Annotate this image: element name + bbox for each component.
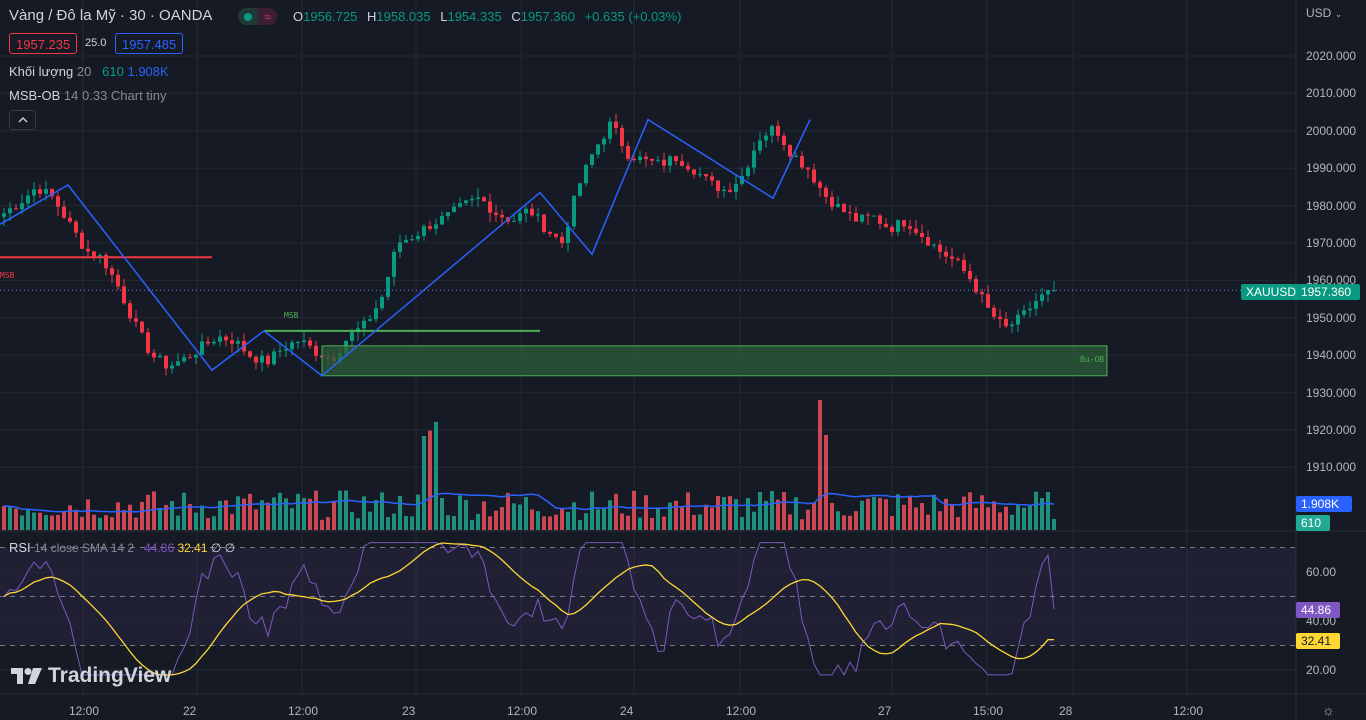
settings-icon[interactable]: ☼ [1322, 702, 1335, 718]
volume-ma-tag: 1.908K [1296, 496, 1352, 512]
ohlc-values: O1956.725 H1958.035 L1954.335 C1957.360 … [293, 9, 682, 24]
change-value: +0.635 (+0.03%) [584, 9, 682, 24]
price-tick: 2020.000 [1306, 49, 1357, 63]
symbol-title[interactable]: Vàng / Đô la Mỹ · 30 · OANDA [9, 7, 213, 24]
volume-bars [2, 400, 1056, 530]
price-tick: 1920.000 [1306, 423, 1357, 437]
tradingview-logo[interactable]: TradingView [11, 664, 171, 688]
approx-icon: ≈ [258, 8, 277, 25]
symbol-tag: XAUUSD [1241, 284, 1302, 300]
time-tick: 12:00 [507, 704, 538, 718]
time-tick: 27 [878, 704, 892, 718]
market-open-icon [238, 8, 258, 25]
rsi-sma-tag: 32.41 [1296, 633, 1340, 649]
price-tick: 1910.000 [1306, 460, 1357, 475]
rsi-tick: 60.00 [1306, 565, 1337, 579]
time-tick: 28 [1059, 704, 1073, 718]
time-tick: 12:00 [1173, 704, 1204, 718]
sell-button[interactable]: 1957.235 [9, 33, 78, 54]
time-tick: 23 [402, 704, 416, 718]
candlesticks [2, 113, 1056, 376]
low-value: 1954.335 [447, 9, 502, 24]
svg-text:MSB: MSB [0, 271, 15, 280]
msb-ob-indicator-legend[interactable]: MSB-OB 14 0.33 Chart tiny [9, 88, 167, 103]
chevron-up-icon [18, 117, 27, 123]
volume-tag: 610 [1296, 515, 1330, 531]
time-tick: 15:00 [973, 704, 1004, 718]
volume-indicator-legend[interactable]: Khối lượng 20 610 1.908K [9, 64, 169, 79]
price-tick: 1940.000 [1306, 348, 1357, 363]
chevron-down-icon: ⌄ [1334, 9, 1343, 19]
currency-selector[interactable]: USD ⌄ [1306, 6, 1343, 20]
tradingview-logo-icon [11, 668, 42, 684]
open-value: 1956.725 [303, 9, 358, 24]
time-tick: 12:00 [726, 704, 757, 718]
time-tick: 22 [183, 704, 197, 718]
price-tick: 1930.000 [1306, 385, 1357, 400]
close-value: 1957.360 [520, 9, 575, 24]
time-tick: 12:00 [69, 704, 100, 718]
price-tick: 1980.000 [1306, 198, 1357, 213]
rsi-pane [0, 542, 1296, 676]
rsi-tick: 20.00 [1306, 663, 1337, 677]
price-tick: 1950.000 [1306, 310, 1357, 325]
rsi-value-tag: 44.86 [1296, 602, 1340, 618]
last-price-tag: 1957.360 [1296, 284, 1360, 300]
price-tick: 1990.000 [1306, 161, 1357, 176]
msb-ob-overlays: Bu-OB MSB MSB [0, 118, 1296, 377]
price-tick: 1960.000 [1306, 273, 1357, 288]
market-status-toggle[interactable]: ≈ [238, 8, 277, 25]
svg-text:Bu-OB: Bu-OB [1080, 355, 1104, 364]
price-tick: 2000.000 [1306, 123, 1357, 138]
price-tick: 2010.000 [1306, 86, 1357, 101]
high-value: 1958.035 [376, 9, 431, 24]
time-tick: 12:00 [288, 704, 319, 718]
svg-text:MSB: MSB [284, 311, 299, 320]
spread-value: 25.0 [85, 37, 107, 49]
buy-button[interactable]: 1957.485 [115, 33, 184, 54]
time-tick: 24 [620, 704, 634, 718]
rsi-legend[interactable]: RSI 14 close SMA 14 2 44.86 32.41 ∅ ∅ [9, 540, 236, 555]
collapse-legend-button[interactable] [9, 110, 36, 130]
price-tick: 1970.000 [1306, 236, 1357, 250]
